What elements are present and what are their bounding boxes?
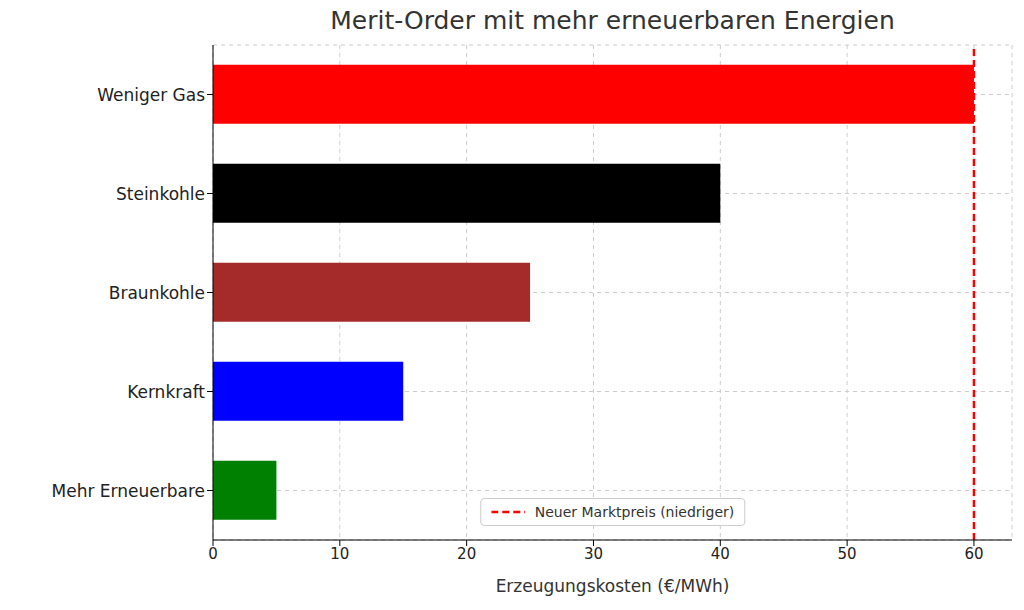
svg-text:Steinkohle: Steinkohle <box>116 184 205 204</box>
svg-text:60: 60 <box>964 545 983 563</box>
svg-text:50: 50 <box>838 545 857 563</box>
svg-text:0: 0 <box>208 545 218 563</box>
html-text:Merit-Order mit mehr erneuerba: Merit-Order mit mehr erneuerbaren Energi… <box>330 6 895 35</box>
svg-text:Erzeugungskosten (€/MWh): Erzeugungskosten (€/MWh) <box>496 576 730 596</box>
svg-text:40: 40 <box>711 545 730 563</box>
svg-text:Weniger Gas: Weniger Gas <box>97 85 205 105</box>
svg-text:Braunkohle: Braunkohle <box>109 283 205 303</box>
svg-text:20: 20 <box>457 545 476 563</box>
svg-text:30: 30 <box>584 545 603 563</box>
svg-text:10: 10 <box>330 545 349 563</box>
html-text:Neuer Marktpreis (niedriger): Neuer Marktpreis (niedriger) <box>534 504 735 520</box>
svg-text:Mehr Erneuerbare: Mehr Erneuerbare <box>52 481 205 501</box>
svg-text:Kernkraft: Kernkraft <box>127 382 205 402</box>
